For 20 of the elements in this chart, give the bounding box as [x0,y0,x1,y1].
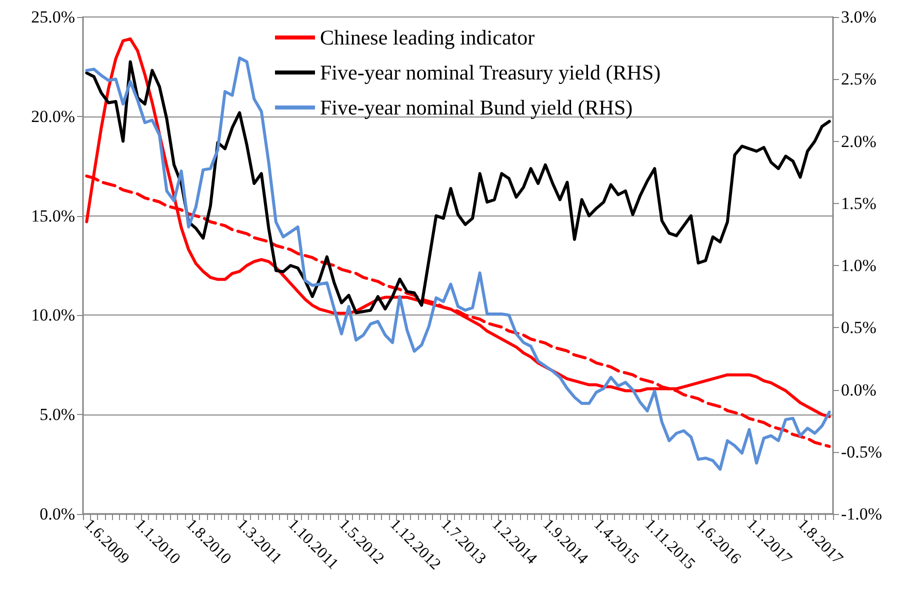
y2-tick-label: -0.5% [841,442,882,462]
y-tick-label: 0.0% [40,504,75,524]
legend-label: Five-year nominal Bund yield (RHS) [320,96,633,120]
y2-tick-label: 2.5% [841,70,876,89]
y-tick-label: 15.0% [31,206,75,226]
legend-label: Five-year nominal Treasury yield (RHS) [320,60,661,84]
y-tick-label: 5.0% [40,405,75,424]
line-series [85,56,831,471]
y-tick-label: 20.0% [31,106,75,126]
y2-tick-label: 2.0% [841,132,876,151]
y2-tick-label: 3.0% [841,8,876,26]
y2-tick-label: -1.0% [841,504,882,524]
legend-label: Chinese leading indicator [320,26,535,50]
line-series [85,60,831,314]
y2-tick-label: 0.5% [841,318,876,338]
y2-tick-label: 1.5% [841,194,876,213]
y2-tick-label: 0.0% [841,380,876,400]
y-tick-label: 25.0% [31,8,75,26]
y-tick-label: 10.0% [31,306,75,325]
y2-tick-label: 1.0% [841,256,876,275]
